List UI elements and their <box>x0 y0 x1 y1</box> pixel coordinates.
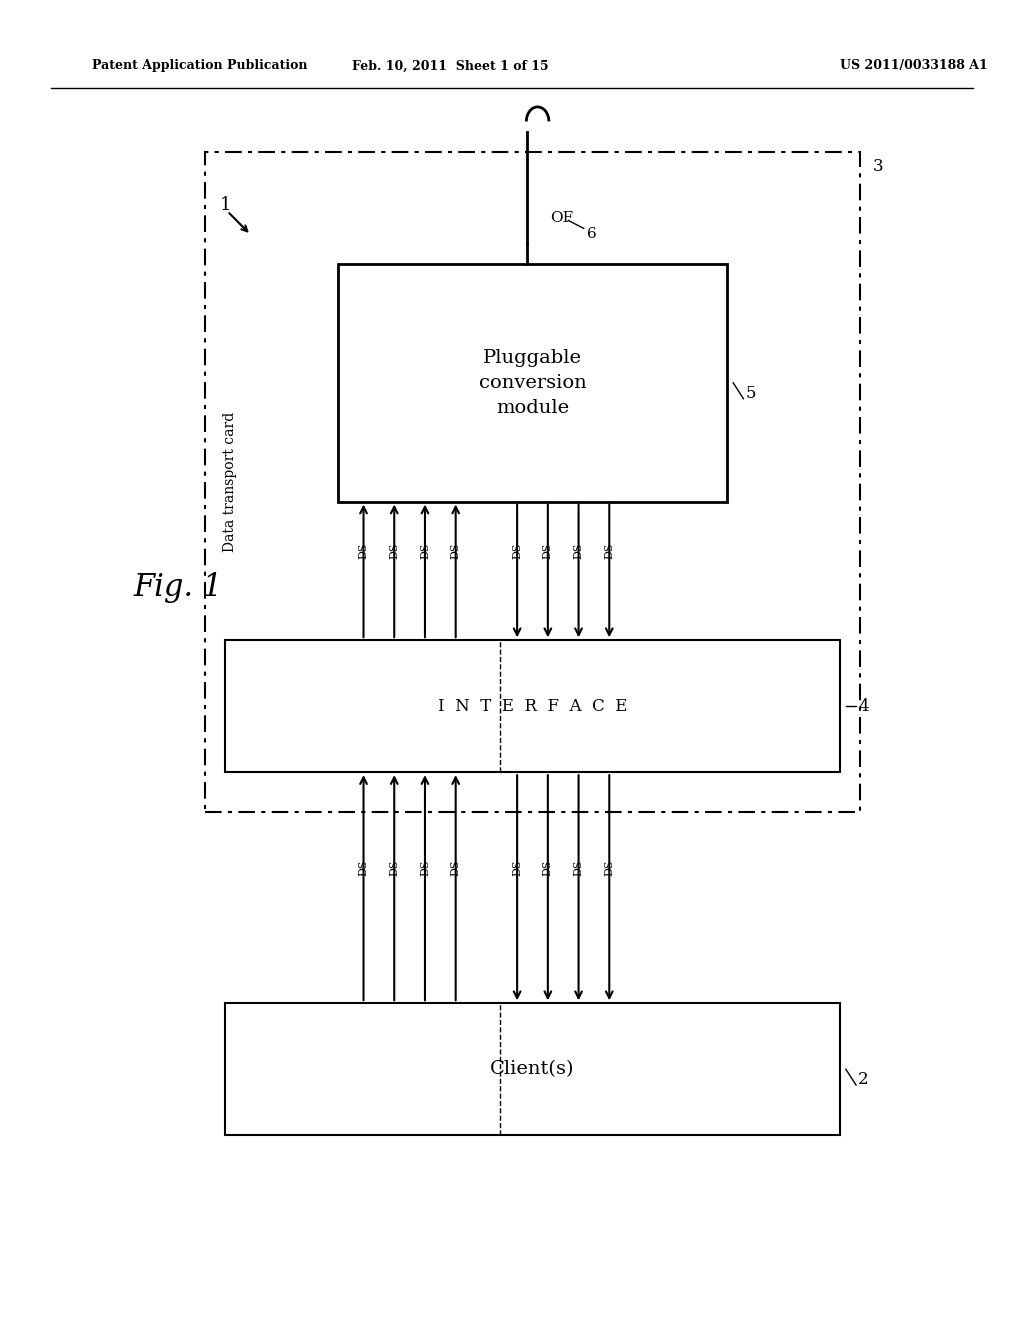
Text: DS: DS <box>512 543 522 560</box>
Text: Feb. 10, 2011  Sheet 1 of 15: Feb. 10, 2011 Sheet 1 of 15 <box>352 59 549 73</box>
Text: DS: DS <box>389 543 399 560</box>
Text: I  N  T  E  R  F  A  C  E: I N T E R F A C E <box>437 698 628 714</box>
Text: DS: DS <box>420 543 430 560</box>
Bar <box>225 1003 840 1135</box>
Text: 6: 6 <box>587 227 597 240</box>
Text: DS: DS <box>420 859 430 876</box>
Text: Pluggable
conversion
module: Pluggable conversion module <box>478 348 587 417</box>
Text: 2: 2 <box>858 1072 868 1088</box>
Text: Patent Application Publication: Patent Application Publication <box>92 59 307 73</box>
Text: 1: 1 <box>220 195 231 214</box>
Text: DS: DS <box>604 859 614 876</box>
Text: DS: DS <box>451 543 461 560</box>
Text: US 2011/0033188 A1: US 2011/0033188 A1 <box>840 59 987 73</box>
Text: 3: 3 <box>872 158 883 176</box>
Text: DS: DS <box>451 859 461 876</box>
Text: OF: OF <box>550 211 573 224</box>
Text: DS: DS <box>573 859 584 876</box>
Text: DS: DS <box>389 859 399 876</box>
Text: 5: 5 <box>745 385 756 401</box>
Text: Data transport card: Data transport card <box>223 412 238 552</box>
Bar <box>225 640 840 772</box>
Text: 4: 4 <box>858 698 868 714</box>
Text: DS: DS <box>543 859 553 876</box>
Bar <box>205 152 860 812</box>
Text: DS: DS <box>573 543 584 560</box>
Text: DS: DS <box>358 543 369 560</box>
Text: DS: DS <box>512 859 522 876</box>
Text: DS: DS <box>358 859 369 876</box>
Text: Client(s): Client(s) <box>490 1060 574 1078</box>
Text: DS: DS <box>604 543 614 560</box>
Bar <box>338 264 727 502</box>
Text: Fig. 1: Fig. 1 <box>133 572 222 603</box>
Text: DS: DS <box>543 543 553 560</box>
